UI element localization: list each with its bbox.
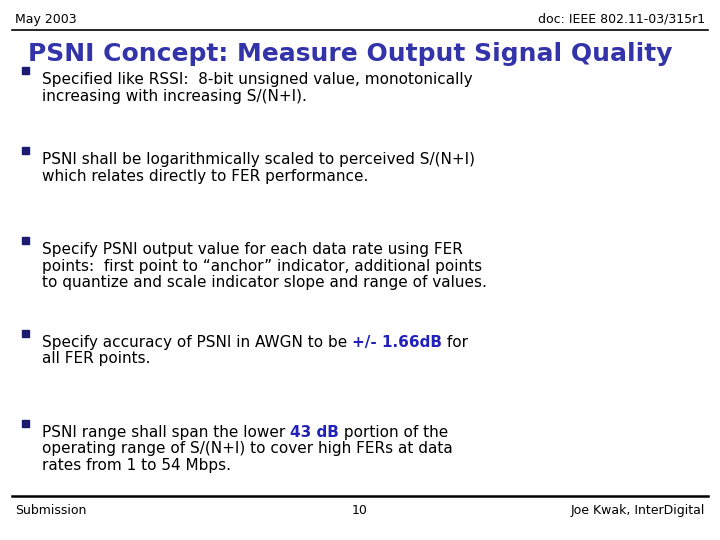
FancyBboxPatch shape: [22, 420, 29, 427]
FancyBboxPatch shape: [22, 237, 29, 244]
Text: PSNI shall be logarithmically scaled to perceived S/(N+I): PSNI shall be logarithmically scaled to …: [42, 152, 475, 167]
Text: Specify PSNI output value for each data rate using FER: Specify PSNI output value for each data …: [42, 242, 463, 257]
Text: increasing with increasing S/(N+I).: increasing with increasing S/(N+I).: [42, 89, 307, 104]
Text: doc: IEEE 802.11-03/315r1: doc: IEEE 802.11-03/315r1: [538, 13, 705, 26]
Text: rates from 1 to 54 Mbps.: rates from 1 to 54 Mbps.: [42, 458, 231, 473]
Text: Specified like RSSI:  8-bit unsigned value, monotonically: Specified like RSSI: 8-bit unsigned valu…: [42, 72, 472, 87]
Text: portion of the: portion of the: [339, 425, 449, 440]
Text: PSNI range shall span the lower: PSNI range shall span the lower: [42, 425, 290, 440]
Text: May 2003: May 2003: [15, 13, 76, 26]
FancyBboxPatch shape: [22, 67, 29, 74]
Text: for: for: [442, 335, 468, 350]
Text: points:  first point to “anchor” indicator, additional points: points: first point to “anchor” indicato…: [42, 259, 482, 273]
Text: Specify accuracy of PSNI in AWGN to be: Specify accuracy of PSNI in AWGN to be: [42, 335, 352, 350]
Text: 10: 10: [352, 504, 368, 517]
Text: PSNI Concept: Measure Output Signal Quality: PSNI Concept: Measure Output Signal Qual…: [28, 42, 672, 66]
Text: 43 dB: 43 dB: [290, 425, 339, 440]
Text: all FER points.: all FER points.: [42, 352, 150, 367]
Text: +/- 1.66dB: +/- 1.66dB: [352, 335, 442, 350]
Text: Submission: Submission: [15, 504, 86, 517]
FancyBboxPatch shape: [22, 330, 29, 337]
Text: to quantize and scale indicator slope and range of values.: to quantize and scale indicator slope an…: [42, 275, 487, 290]
FancyBboxPatch shape: [22, 147, 29, 154]
Text: operating range of S/(N+I) to cover high FERs at data: operating range of S/(N+I) to cover high…: [42, 442, 453, 456]
Text: Joe Kwak, InterDigital: Joe Kwak, InterDigital: [571, 504, 705, 517]
Text: which relates directly to FER performance.: which relates directly to FER performanc…: [42, 168, 369, 184]
